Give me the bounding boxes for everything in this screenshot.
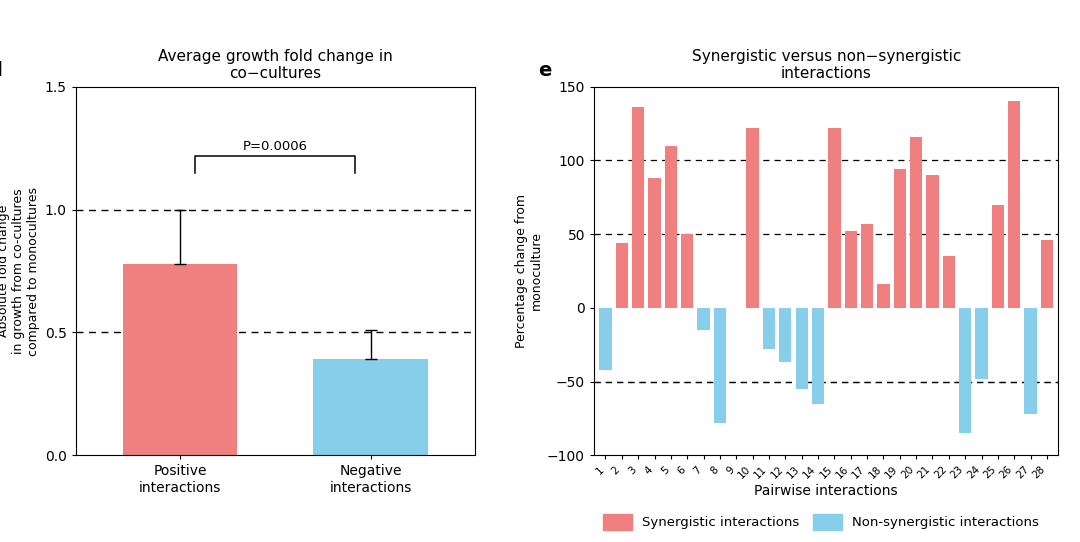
Bar bbox=[943, 256, 955, 308]
Bar bbox=[779, 308, 792, 363]
Bar bbox=[123, 263, 238, 455]
Text: P=0.0006: P=0.0006 bbox=[243, 140, 308, 153]
Bar bbox=[698, 308, 710, 330]
Bar bbox=[910, 137, 922, 308]
Bar bbox=[812, 308, 824, 404]
Bar bbox=[975, 308, 988, 379]
Title: Synergistic versus non−synergistic
interactions: Synergistic versus non−synergistic inter… bbox=[691, 49, 961, 81]
Bar bbox=[648, 178, 661, 308]
Bar bbox=[599, 308, 611, 370]
Text: d: d bbox=[0, 61, 1, 80]
Bar bbox=[1008, 101, 1021, 308]
Legend: Synergistic interactions, Non-synergistic interactions: Synergistic interactions, Non-synergisti… bbox=[597, 509, 1044, 535]
Y-axis label: Absolute fold change
in growth from co-cultures
compared to monocultures: Absolute fold change in growth from co-c… bbox=[0, 186, 40, 356]
Bar bbox=[927, 175, 939, 308]
Bar bbox=[714, 308, 726, 423]
Bar bbox=[681, 234, 693, 308]
Bar bbox=[1025, 308, 1037, 414]
Bar bbox=[959, 308, 971, 433]
Text: e: e bbox=[538, 61, 552, 80]
X-axis label: Pairwise interactions: Pairwise interactions bbox=[755, 483, 897, 498]
Y-axis label: Percentage change from
monoculture: Percentage change from monoculture bbox=[515, 194, 543, 348]
Bar bbox=[313, 359, 428, 455]
Bar bbox=[828, 128, 840, 308]
Bar bbox=[762, 308, 775, 349]
Bar bbox=[991, 205, 1004, 308]
Bar bbox=[796, 308, 808, 389]
Bar bbox=[616, 243, 627, 308]
Bar bbox=[845, 231, 856, 308]
Bar bbox=[877, 284, 890, 308]
Bar bbox=[861, 224, 874, 308]
Bar bbox=[664, 146, 677, 308]
Bar bbox=[746, 128, 759, 308]
Title: Average growth fold change in
co−cultures: Average growth fold change in co−culture… bbox=[158, 49, 393, 81]
Bar bbox=[893, 169, 906, 308]
Bar bbox=[1041, 240, 1053, 308]
Bar bbox=[632, 107, 645, 308]
